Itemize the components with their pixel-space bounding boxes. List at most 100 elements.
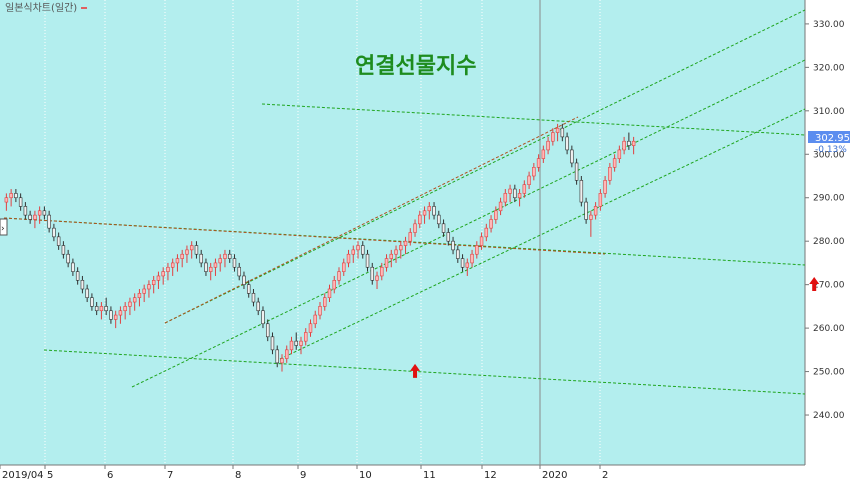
candle bbox=[223, 249, 227, 268]
candle-body bbox=[75, 271, 80, 281]
candle-body bbox=[342, 262, 346, 272]
candle-body bbox=[289, 340, 294, 351]
candle bbox=[170, 258, 175, 276]
candle bbox=[532, 162, 536, 181]
candle-body bbox=[589, 214, 593, 220]
candle-body bbox=[94, 306, 99, 312]
candle-body bbox=[579, 180, 584, 203]
x-tick-label: 6 bbox=[107, 470, 113, 481]
candle bbox=[375, 271, 379, 289]
candle bbox=[256, 297, 260, 316]
candle bbox=[365, 249, 370, 272]
candle bbox=[18, 193, 23, 211]
candle bbox=[631, 136, 636, 155]
candle-body bbox=[142, 288, 146, 294]
candle-body bbox=[356, 245, 360, 251]
candle-body bbox=[33, 214, 37, 220]
x-tick-label: 9 bbox=[300, 470, 306, 481]
candle-body bbox=[270, 336, 275, 351]
x-tick-label: 12 bbox=[484, 470, 497, 481]
candle bbox=[142, 284, 146, 303]
candle-body bbox=[299, 340, 303, 346]
candle-body bbox=[427, 206, 432, 212]
x-tick-label: 5 bbox=[47, 470, 53, 481]
x-axis-panel bbox=[0, 465, 853, 481]
candle bbox=[156, 271, 161, 289]
candle-body bbox=[337, 271, 341, 281]
candle bbox=[489, 215, 493, 233]
candle-body bbox=[527, 175, 531, 185]
candle-body bbox=[555, 127, 560, 133]
candle-body bbox=[285, 349, 289, 359]
candle-body bbox=[380, 266, 384, 277]
candle bbox=[327, 284, 332, 303]
candle bbox=[289, 336, 294, 355]
x-tick-label: 10 bbox=[359, 470, 372, 481]
price-tag-value: 302.95 bbox=[815, 133, 850, 144]
candle bbox=[285, 345, 289, 363]
candle bbox=[584, 197, 588, 224]
candle bbox=[280, 354, 284, 372]
candle bbox=[622, 136, 626, 155]
candle-body bbox=[213, 262, 218, 268]
candle-body bbox=[118, 310, 123, 316]
candle-body bbox=[432, 206, 436, 216]
candle-body bbox=[128, 301, 132, 307]
candle bbox=[422, 206, 427, 224]
candle bbox=[579, 176, 584, 207]
candle bbox=[251, 288, 256, 307]
candle bbox=[56, 232, 61, 250]
candle-body bbox=[451, 240, 455, 251]
candle-body bbox=[28, 214, 32, 220]
candle bbox=[432, 202, 436, 220]
candle bbox=[227, 249, 232, 263]
candle-body bbox=[389, 253, 394, 259]
y-axis-panel bbox=[805, 0, 853, 465]
candle bbox=[166, 262, 170, 281]
candle-body bbox=[484, 227, 489, 238]
candle-body bbox=[346, 253, 351, 264]
candle-body bbox=[332, 280, 336, 290]
candle bbox=[4, 193, 9, 211]
candle-body bbox=[323, 297, 327, 307]
candle-body bbox=[266, 323, 270, 338]
candle bbox=[351, 245, 355, 263]
candle bbox=[128, 297, 132, 316]
candle bbox=[75, 267, 80, 285]
candle-series bbox=[4, 123, 636, 372]
candle bbox=[446, 228, 451, 246]
candle bbox=[237, 262, 241, 281]
candle-body bbox=[422, 210, 427, 216]
chart-title: 연결선물지수 bbox=[355, 53, 476, 79]
scroll-handle[interactable] bbox=[0, 218, 8, 236]
candle-body bbox=[208, 266, 213, 272]
candle bbox=[246, 280, 251, 298]
candle bbox=[394, 245, 398, 263]
candle-body bbox=[446, 232, 451, 242]
candle-body bbox=[351, 249, 355, 255]
candle bbox=[546, 136, 550, 155]
y-tick-label: 310.00 bbox=[813, 107, 845, 117]
candle-body bbox=[218, 258, 222, 264]
candle bbox=[593, 202, 598, 220]
y-tick-label: 260.00 bbox=[813, 324, 845, 334]
candle-body bbox=[194, 245, 199, 255]
candle-body bbox=[584, 201, 588, 220]
x-tick-label: 8 bbox=[235, 470, 241, 481]
candle bbox=[551, 128, 555, 146]
candle-body bbox=[23, 206, 28, 216]
candle bbox=[603, 176, 607, 198]
candle-body bbox=[456, 249, 460, 259]
candle-body bbox=[437, 214, 441, 225]
candle-body bbox=[56, 236, 61, 246]
candle-body bbox=[261, 310, 265, 325]
candle-body bbox=[470, 253, 474, 264]
candle-body bbox=[47, 214, 51, 229]
candle-body bbox=[441, 223, 446, 233]
y-tick-label: 280.00 bbox=[813, 237, 845, 247]
y-tick-label: 330.00 bbox=[813, 20, 845, 30]
x-tick-label: 2 bbox=[602, 470, 608, 481]
candle bbox=[437, 210, 441, 229]
candle-body bbox=[498, 201, 503, 212]
x-tick-label: 2020 bbox=[542, 470, 567, 481]
